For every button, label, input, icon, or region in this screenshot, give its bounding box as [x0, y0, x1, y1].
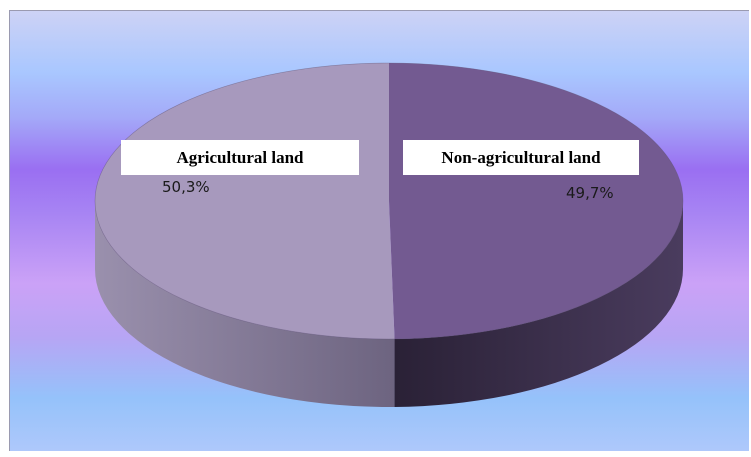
- slice-side-non-agricultural: [394, 201, 683, 407]
- slice-value-agricultural: 50,3%: [162, 178, 210, 196]
- pie-top-outline: [94, 62, 684, 340]
- slice-non-agricultural: [389, 63, 684, 339]
- slice-value-non-agricultural: 49,7%: [566, 184, 614, 202]
- slice-agricultural: [95, 63, 395, 339]
- slice-label-non-agricultural: Non-agricultural land: [403, 140, 639, 175]
- slice-side-agricultural: [95, 201, 395, 407]
- slice-label-agricultural: Agricultural land: [121, 140, 359, 175]
